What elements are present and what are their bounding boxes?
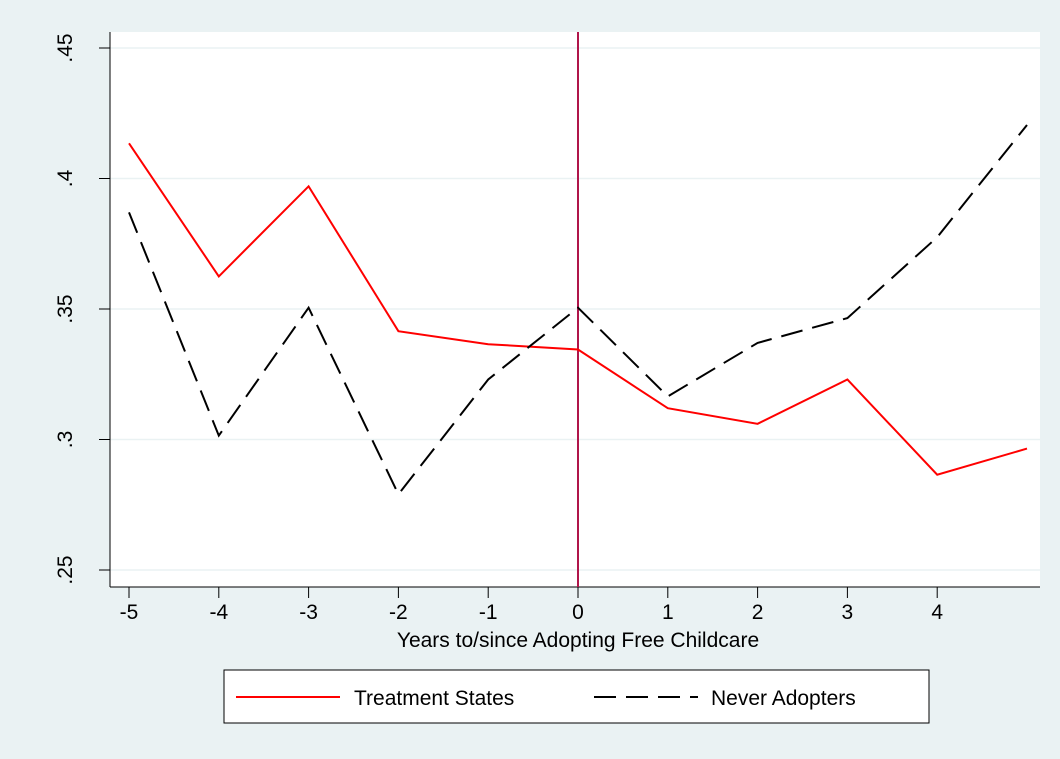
- legend-label-treatment: Treatment States: [354, 687, 514, 710]
- x-axis-label: Years to/since Adopting Free Childcare: [397, 629, 759, 652]
- y-tick-label: .25: [54, 555, 77, 584]
- x-tick-label: 3: [842, 601, 854, 624]
- x-tick-label: -4: [209, 601, 228, 624]
- x-tick-label: 4: [931, 601, 943, 624]
- x-tick-label: -1: [479, 601, 498, 624]
- y-tick-label: .45: [54, 33, 77, 62]
- series-group: [128, 124, 1028, 497]
- series-line-treatment-states: [128, 142, 1028, 476]
- axes: .25 .3 .35 .4 .45 -5 -4 -3 -2 -1 0 1 2 3 4: [54, 32, 1040, 624]
- legend-box: [223, 669, 930, 724]
- legend: Treatment States Never Adopters: [223, 669, 930, 724]
- x-tick-label: 2: [752, 601, 764, 624]
- y-tick-label: .4: [54, 169, 77, 187]
- y-tick-label: .35: [54, 294, 77, 323]
- x-tick-label: 1: [662, 601, 674, 624]
- series-line-never-adopters: [128, 124, 1028, 497]
- gridlines: [110, 47, 1040, 571]
- x-tick-label: -3: [299, 601, 318, 624]
- x-tick-label: -5: [120, 601, 139, 624]
- legend-label-never: Never Adopters: [711, 687, 856, 710]
- x-tick-label: -2: [389, 601, 408, 624]
- y-tick-label: .3: [54, 431, 77, 449]
- x-tick-label: 0: [572, 601, 584, 624]
